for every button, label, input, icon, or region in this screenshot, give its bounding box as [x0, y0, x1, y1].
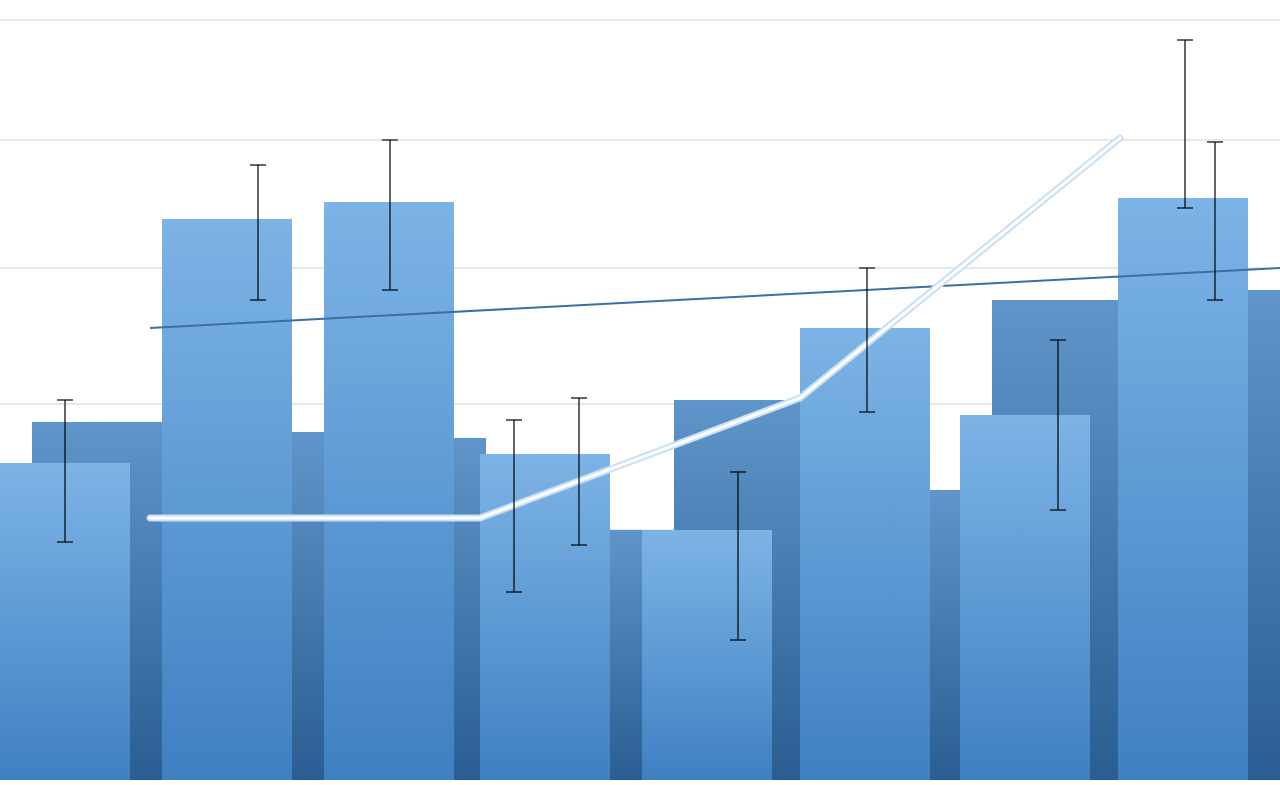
bar-error-chart — [0, 0, 1280, 785]
error-bar — [1177, 40, 1193, 208]
chart-svg — [0, 0, 1280, 785]
bar-front — [324, 202, 454, 780]
bar-front — [960, 415, 1090, 780]
bar-front — [642, 530, 772, 780]
bar-front — [1118, 198, 1248, 780]
bar-front — [800, 328, 930, 780]
bar-front — [162, 219, 292, 780]
bar-front — [480, 454, 610, 780]
